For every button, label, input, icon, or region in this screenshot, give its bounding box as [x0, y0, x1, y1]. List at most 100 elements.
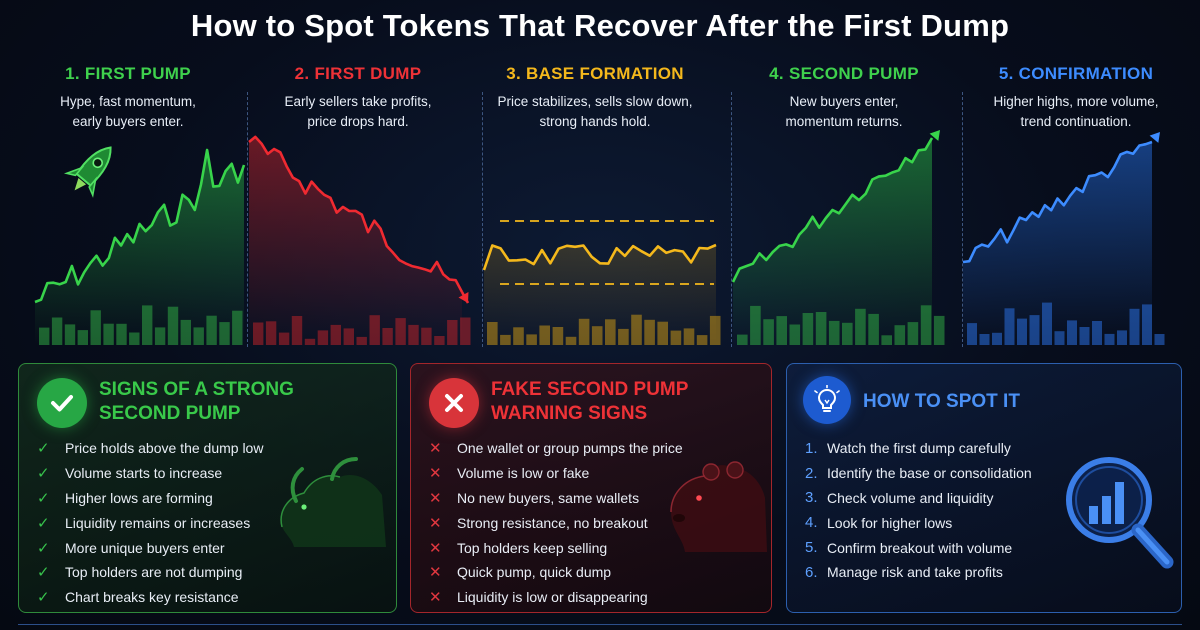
- stage-desc-line: early buyers enter.: [72, 114, 184, 129]
- first-pump-volume-bar: [64, 324, 76, 345]
- list-item: 6. Manage risk and take profits: [805, 560, 1032, 585]
- base-formation-volume-bar: [500, 334, 511, 345]
- magnifier-chart-icon: [1066, 457, 1174, 569]
- first-pump-area: [35, 150, 244, 345]
- stage-heading: 2. FIRST DUMP: [294, 64, 422, 83]
- stage-heading: 4. SECOND PUMP: [769, 64, 919, 83]
- list-item: 1. Watch the first dump carefully: [805, 436, 1032, 461]
- stage-desc-line: momentum returns.: [785, 114, 903, 129]
- list-item: 3. Check volume and liquidity: [805, 486, 1032, 511]
- strong-signs-panel: SIGNS OF A STRONG SECOND PUMP ✓ Price hol…: [18, 363, 397, 613]
- check-icon: ✓: [37, 564, 50, 582]
- first-pump-volume-bar: [142, 305, 153, 345]
- list-item-text: Manage risk and take profits: [827, 564, 1003, 581]
- check-icon: ✓: [37, 589, 50, 607]
- first-dump-volume-bar: [343, 328, 354, 345]
- list-item: ✕ Top holders keep selling: [429, 535, 683, 560]
- title-line: SECOND PUMP: [99, 403, 241, 424]
- check-icon: [37, 378, 87, 428]
- second-pump-volume-bar: [776, 316, 787, 345]
- list-item-text: Volume starts to increase: [65, 465, 223, 482]
- first-dump-volume-bar: [265, 321, 277, 345]
- first-dump-volume-bar: [447, 320, 458, 345]
- how-to-spot-list: 1. Watch the first dump carefully 2. Identi…: [805, 436, 1032, 585]
- second-pump-volume-bar: [907, 322, 919, 345]
- base-formation-volume-bar: [513, 327, 524, 345]
- first-dump-volume-bar: [278, 332, 290, 345]
- fake-signs-title: FAKE SECOND PUMP WARNING SIGNS: [491, 378, 688, 426]
- second-pump-volume-bar: [737, 334, 748, 345]
- stage-divider: [247, 92, 248, 347]
- first-dump-volume-bar: [460, 317, 471, 345]
- list-item-text: More unique buyers enter: [65, 539, 225, 556]
- second-pump-volume-bar: [815, 312, 827, 345]
- base-formation-volume-bar: [709, 315, 721, 345]
- confirmation-volume-bar: [1129, 308, 1140, 345]
- x-icon: ✕: [429, 514, 442, 532]
- confirmation-arrow: [1149, 132, 1160, 143]
- first-dump-volume-bar: [395, 318, 406, 345]
- list-item: 2. Identify the base or consolidation: [805, 461, 1032, 486]
- second-pump-volume-bar: [868, 313, 879, 345]
- how-to-spot-title: HOW TO SPOT IT: [863, 391, 1020, 412]
- first-pump-volume-bar: [167, 306, 179, 345]
- first-pump-volume-bar: [51, 317, 63, 345]
- list-item-text: Identify the base or consolidation: [827, 465, 1032, 482]
- step-number: 6.: [805, 563, 818, 581]
- step-number: 2.: [805, 464, 818, 482]
- list-item: ✓ Top holders are not dumping: [37, 560, 263, 585]
- x-icon: ✕: [429, 489, 442, 507]
- check-icon: ✓: [37, 514, 50, 532]
- list-item-text: Price holds above the dump low: [65, 440, 264, 457]
- how-to-spot-panel: HOW TO SPOT IT 1. Watch the first dump ca…: [786, 363, 1182, 613]
- confirmation-volume-bar: [1117, 330, 1127, 345]
- list-item-text: Watch the first dump carefully: [827, 440, 1011, 457]
- stage-description: Higher highs, more volume, trend continu…: [966, 92, 1186, 132]
- second-pump-volume-bar: [920, 305, 932, 345]
- confirmation-volume-bar: [1017, 318, 1027, 345]
- first-dump-volume-bar: [421, 327, 432, 345]
- list-item: 4. Look for higher lows: [805, 510, 1032, 535]
- step-number: 5.: [805, 539, 818, 557]
- first-dump-volume-bar: [330, 324, 341, 345]
- first-pump-volume-bar: [206, 315, 217, 345]
- stage-first-dump: 2. FIRST DUMP Early sellers take profits…: [238, 60, 478, 350]
- step-number: 4.: [805, 514, 818, 532]
- bull-icon: [280, 457, 386, 547]
- list-item-text: Higher lows are forming: [65, 489, 213, 506]
- list-item-text: No new buyers, same wallets: [457, 489, 640, 506]
- confirmation-volume-bar: [1154, 334, 1165, 345]
- stage-desc-line: price drops hard.: [307, 114, 409, 129]
- base-formation-volume-bar: [578, 318, 590, 345]
- confirmation-line: [962, 140, 1153, 264]
- first-dump-volume-bar: [369, 315, 380, 345]
- first-pump-volume-bar: [129, 332, 140, 345]
- bear-icon: [670, 461, 767, 552]
- base-formation-area: [484, 245, 716, 345]
- list-item: ✕ One wallet or group pumps the price: [429, 436, 683, 461]
- first-dump-volume-bar: [253, 322, 264, 345]
- second-pump-volume-bar: [802, 313, 814, 345]
- base-formation-line: [482, 243, 717, 271]
- base-formation-volume-bar: [657, 321, 668, 345]
- list-item: ✓ Price holds above the dump low: [37, 436, 263, 461]
- list-item: ✓ More unique buyers enter: [37, 535, 263, 560]
- stage-description: New buyers enter, momentum returns.: [734, 92, 954, 132]
- list-item: ✓ Liquidity remains or increases: [37, 510, 263, 535]
- list-item-text: Confirm breakout with volume: [827, 539, 1013, 556]
- bottom-divider: [18, 624, 1182, 625]
- second-pump-volume-bar: [855, 308, 866, 345]
- base-formation-volume-bar: [565, 336, 577, 345]
- first-pump-volume-bar: [103, 323, 114, 345]
- base-formation-volume-bar: [631, 314, 642, 345]
- list-item: ✓ Higher lows are forming: [37, 486, 263, 511]
- rocket-icon: [63, 146, 112, 198]
- first-pump-volume-bar: [232, 310, 243, 345]
- base-formation-volume-bar: [644, 319, 655, 345]
- list-item: ✓ Volume starts to increase: [37, 461, 263, 486]
- stage-description: Hype, fast momentum, early buyers enter.: [18, 92, 238, 132]
- list-item: ✕ Quick pump, quick dump: [429, 560, 683, 585]
- second-pump-volume-bar: [763, 319, 774, 345]
- second-pump-volume-bar: [894, 325, 906, 345]
- stage-first-pump: 1. FIRST PUMP Hype, fast momentum, early…: [8, 60, 248, 350]
